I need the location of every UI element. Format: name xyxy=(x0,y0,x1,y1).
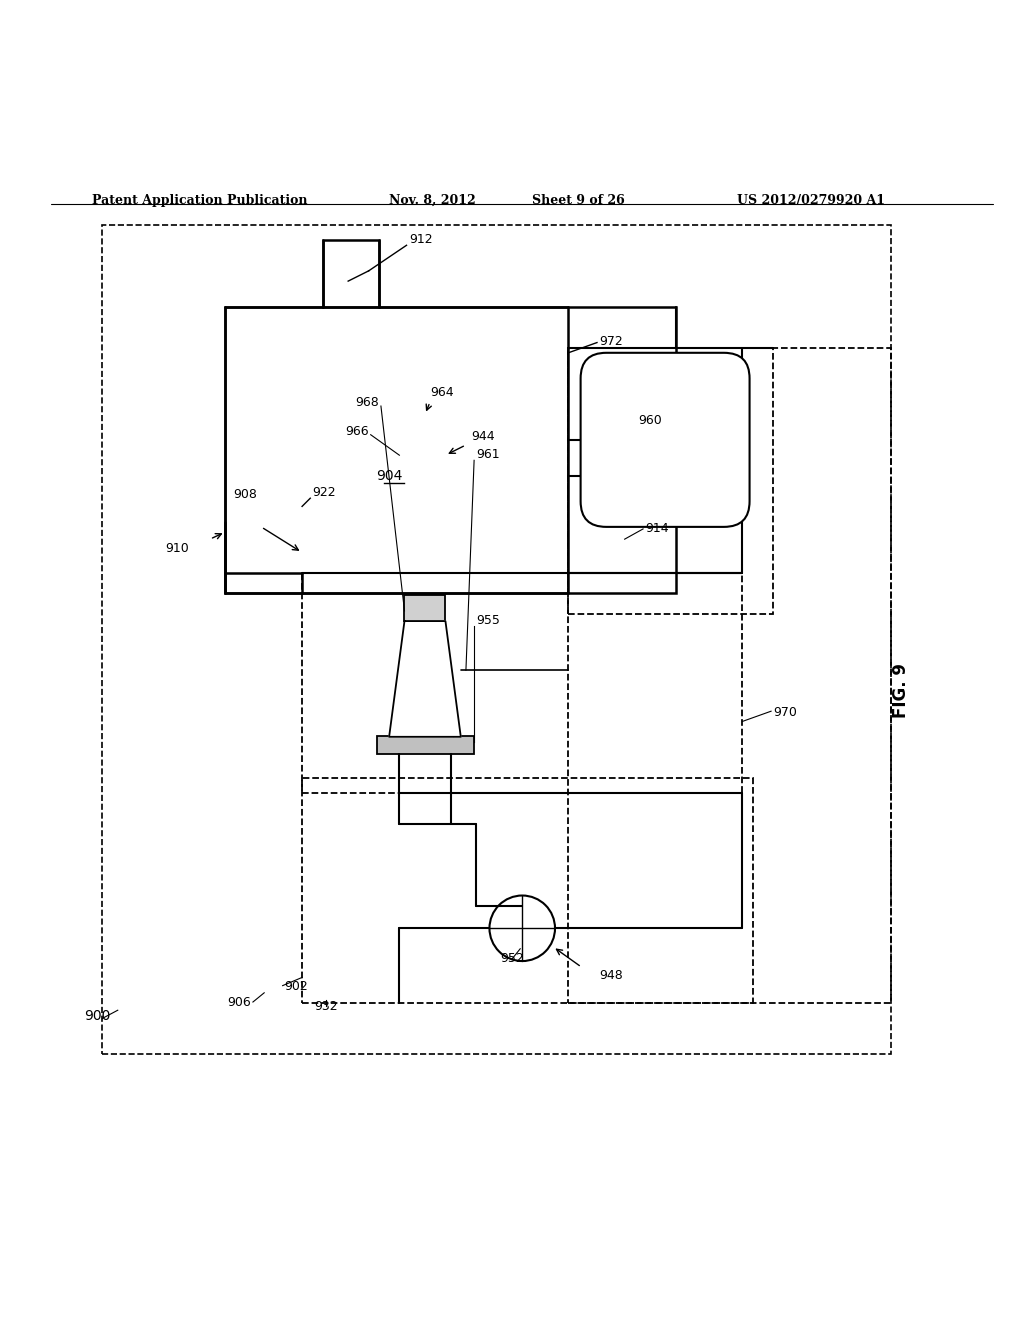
Bar xyxy=(404,595,445,622)
Text: 972: 972 xyxy=(599,334,623,347)
Text: FIG. 9: FIG. 9 xyxy=(892,663,910,718)
Text: 948: 948 xyxy=(599,969,623,982)
Bar xyxy=(302,777,753,1003)
Text: 914: 914 xyxy=(645,521,669,535)
Text: 964: 964 xyxy=(430,385,454,399)
Text: 955: 955 xyxy=(476,614,500,627)
Bar xyxy=(568,347,891,1003)
Text: 912: 912 xyxy=(410,234,433,247)
Text: 944: 944 xyxy=(471,430,495,442)
Text: 970: 970 xyxy=(773,706,797,719)
Text: 900: 900 xyxy=(84,1010,111,1023)
Text: 904: 904 xyxy=(376,469,402,483)
Text: 910: 910 xyxy=(166,543,189,556)
Bar xyxy=(568,347,773,614)
Text: 966: 966 xyxy=(345,425,369,438)
Bar xyxy=(302,573,742,793)
FancyBboxPatch shape xyxy=(581,352,750,527)
Text: 902: 902 xyxy=(285,979,308,993)
Text: 932: 932 xyxy=(313,1001,338,1014)
Text: Nov. 8, 2012: Nov. 8, 2012 xyxy=(389,194,476,207)
Text: 906: 906 xyxy=(227,997,251,1008)
Text: 960: 960 xyxy=(638,414,663,428)
Text: 922: 922 xyxy=(312,486,336,499)
Bar xyxy=(323,240,379,306)
Bar xyxy=(377,735,474,754)
Text: Patent Application Publication: Patent Application Publication xyxy=(92,194,307,207)
Bar xyxy=(225,306,676,594)
Text: US 2012/0279920 A1: US 2012/0279920 A1 xyxy=(737,194,886,207)
Bar xyxy=(102,224,891,1055)
Text: Sheet 9 of 26: Sheet 9 of 26 xyxy=(532,194,626,207)
Polygon shape xyxy=(389,622,461,737)
Text: 908: 908 xyxy=(233,488,257,502)
Text: 961: 961 xyxy=(476,449,500,461)
Text: 952: 952 xyxy=(500,952,524,965)
Text: 968: 968 xyxy=(355,396,379,409)
